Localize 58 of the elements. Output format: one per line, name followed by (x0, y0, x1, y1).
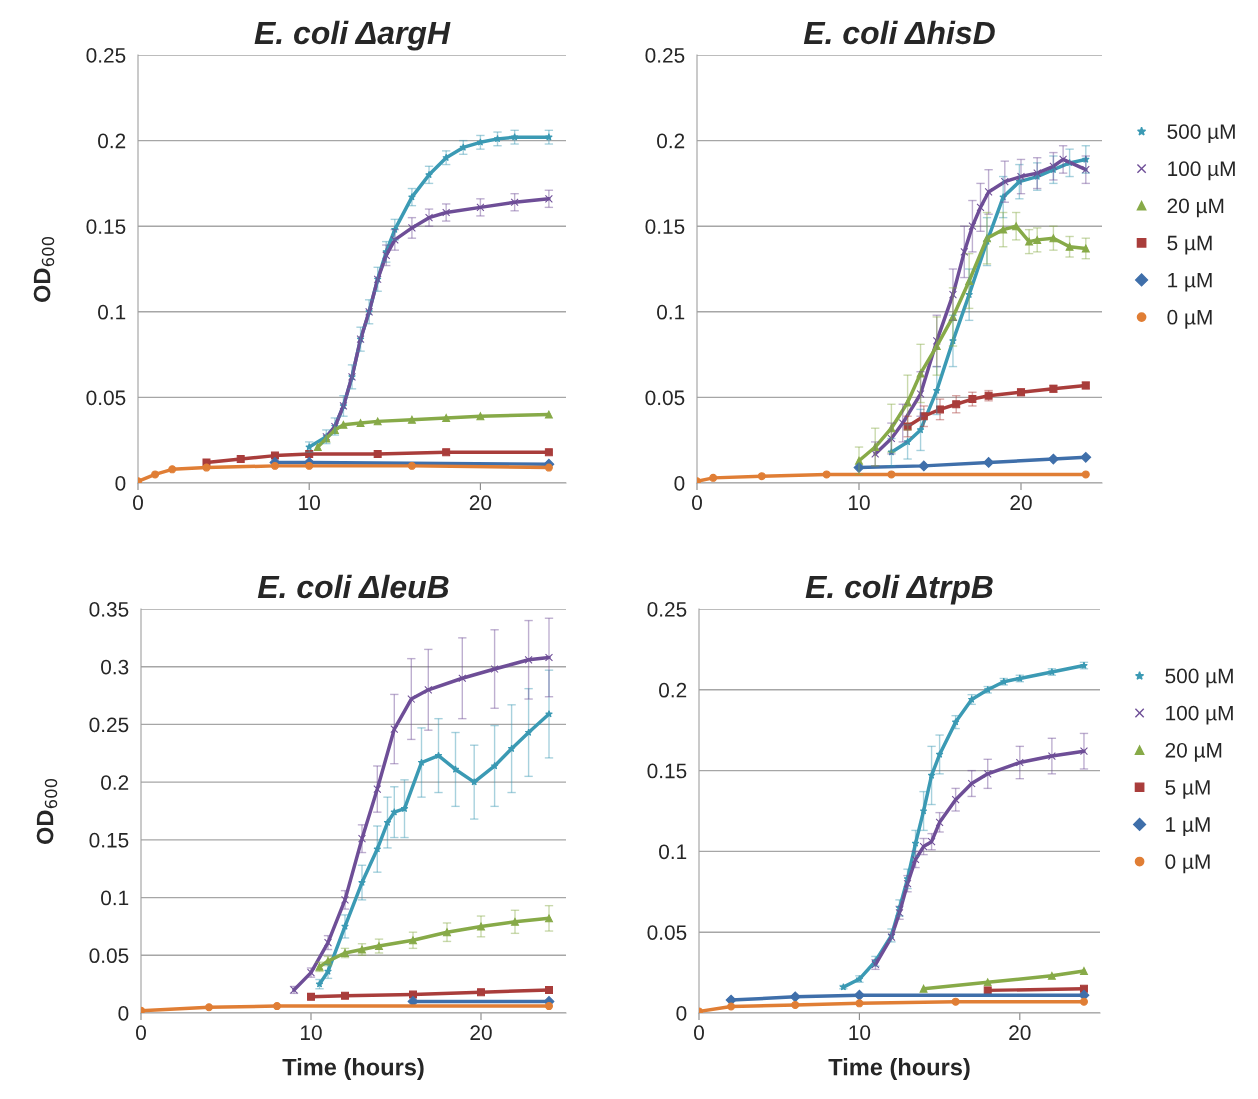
x-tick-label: 0 (136, 1025, 146, 1041)
legend-label: 0 µM (1165, 854, 1210, 874)
y-axis-title: OD$_{600}$ (33, 236, 55, 303)
x-tick-label: 0 (133, 495, 143, 511)
y-tick-label: 0.15 (89, 832, 129, 848)
y-tick-label: 0.25 (647, 602, 687, 617)
x-tick-label: 0 (692, 495, 702, 511)
x-axis-title: Time (hours) (282, 1058, 424, 1081)
chart-title: E. coli ΔleuB (257, 574, 449, 599)
y-tick-label: 0.1 (657, 304, 685, 320)
x-tick-label: 0 (694, 1025, 704, 1041)
y-tick-label: 0.25 (645, 48, 685, 63)
y-tick-label: 0.05 (647, 925, 687, 940)
x-axis-title: Time (hours) (828, 1058, 970, 1081)
y-tick-label: 0.3 (101, 659, 129, 675)
x-tick-label: 20 (470, 1025, 492, 1041)
x-tick-label: 20 (1009, 1025, 1031, 1041)
y-tick-label: 0.1 (98, 304, 126, 320)
legend-label: 20 µM (1167, 198, 1224, 218)
y-tick-label: 0 (674, 476, 685, 491)
y-tick-label: 0 (118, 1006, 129, 1021)
y-tick-label: 0.2 (659, 682, 687, 698)
y-tick-label: 0.05 (86, 390, 126, 406)
legend-label: 5 µM (1167, 235, 1212, 255)
y-tick-label: 0 (115, 476, 126, 491)
y-tick-label: 0.2 (657, 133, 685, 149)
legend-label: 1 µM (1166, 817, 1210, 836)
y-tick-label: 0.2 (98, 133, 126, 149)
legend-label: 5 µM (1165, 780, 1210, 799)
y-tick-label: 0.05 (89, 948, 129, 964)
x-tick-label: 10 (849, 495, 870, 511)
legend-label: 20 µM (1165, 742, 1222, 762)
x-tick-label: 10 (301, 1025, 322, 1041)
legend-label: 500 µM (1165, 668, 1233, 688)
y-tick-label: 0.1 (659, 844, 687, 860)
chart-title: E. coli ΔargH (254, 20, 451, 51)
y-tick-label: 0.05 (645, 390, 685, 406)
x-tick-label: 10 (849, 1025, 871, 1041)
y-tick-label: 0.2 (101, 775, 129, 790)
legend-label: 100 µM (1166, 705, 1233, 725)
chart-title: E. coli ΔtrpB (805, 574, 993, 605)
y-tick-label: 0.15 (86, 219, 126, 234)
y-tick-label: 0.1 (101, 890, 129, 906)
chart-title: E. coli ΔhisD (803, 20, 995, 45)
legend-label: 500 µM (1167, 124, 1235, 144)
y-tick-label: 0.15 (645, 219, 685, 234)
x-tick-label: 20 (1010, 495, 1032, 511)
y-tick-label: 0.15 (647, 763, 687, 779)
y-tick-label: 0 (676, 1006, 687, 1021)
y-axis-title: OD$_{600}$ (36, 778, 58, 845)
legend-label: 0 µM (1167, 309, 1212, 329)
x-tick-label: 10 (299, 495, 320, 511)
y-tick-label: 0.35 (89, 602, 129, 617)
y-tick-label: 0.25 (89, 717, 129, 733)
legend-label: 100 µM (1168, 161, 1235, 181)
y-tick-label: 0.25 (86, 48, 126, 63)
legend-label: 1 µM (1168, 272, 1212, 292)
x-tick-label: 20 (469, 495, 492, 511)
